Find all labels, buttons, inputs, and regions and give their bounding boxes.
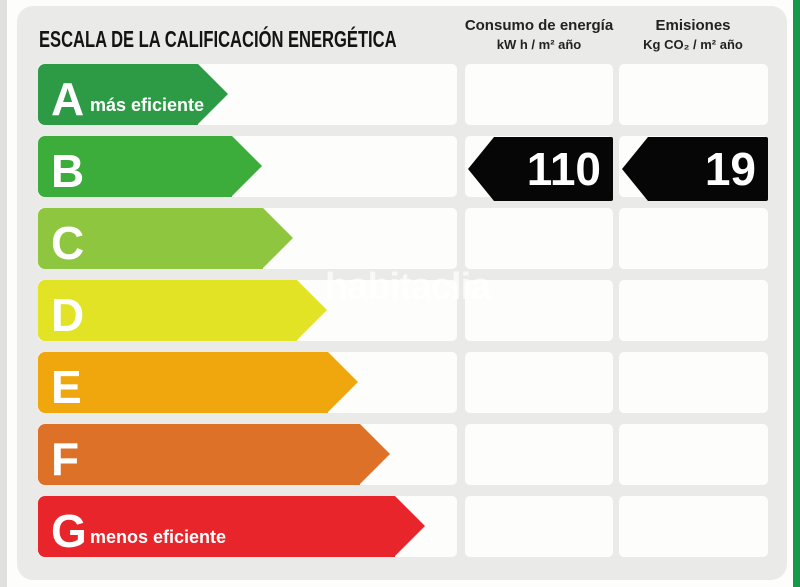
rating-row-d: D bbox=[17, 280, 787, 341]
emisiones-cell-g bbox=[619, 496, 768, 557]
rating-note-g: menos eficiente bbox=[90, 527, 227, 547]
arrow-tip-g bbox=[395, 496, 425, 556]
rating-bar-a: A más eficiente bbox=[38, 64, 228, 125]
emisiones-value-arrow-tip bbox=[622, 137, 648, 201]
rating-bar-d: D bbox=[38, 280, 327, 341]
rating-letter-b: B bbox=[51, 145, 85, 197]
right-edge-green-strip bbox=[793, 0, 800, 587]
consumo-cell-b: 110 bbox=[465, 136, 613, 201]
rating-letter-e: E bbox=[51, 361, 82, 413]
consumo-cell-c bbox=[465, 208, 613, 269]
arrow-tip-e bbox=[328, 352, 358, 412]
page-title: ESCALA DE LA CALIFICACIÓN ENERGÉTICA bbox=[39, 26, 397, 52]
rating-row-c: C bbox=[17, 208, 787, 269]
energy-scale-panel: ESCALA DE LA CALIFICACIÓN ENERGÉTICA Con… bbox=[17, 6, 787, 580]
rating-letter-g: G bbox=[51, 505, 87, 557]
emisiones-value-arrow: 19 bbox=[622, 137, 768, 201]
rating-row-b: 110 19 B bbox=[17, 136, 787, 201]
consumo-cell-d bbox=[465, 280, 613, 341]
rating-row-e: E bbox=[17, 352, 787, 413]
habitaclia-watermark: habitaclia bbox=[325, 266, 491, 308]
emisiones-cell-e bbox=[619, 352, 768, 413]
rating-bar-body-a: A más eficiente bbox=[38, 64, 204, 125]
left-edge-strip bbox=[0, 0, 7, 587]
consumo-cell-a bbox=[465, 64, 613, 125]
rating-row-f: F bbox=[17, 424, 787, 485]
rating-bar-b: B bbox=[38, 136, 262, 197]
rating-letter-c: C bbox=[51, 217, 85, 269]
rating-bar-f: F bbox=[38, 424, 390, 485]
consumo-cell-e bbox=[465, 352, 613, 413]
emisiones-value: 19 bbox=[648, 137, 768, 201]
rating-bar-body-c: C bbox=[38, 208, 263, 269]
rating-bar-g: G menos eficiente bbox=[38, 496, 425, 557]
arrow-tip-b bbox=[232, 136, 262, 196]
emisiones-header-title: Emisiones bbox=[655, 17, 731, 34]
emisiones-cell-d bbox=[619, 280, 768, 341]
emisiones-cell-c bbox=[619, 208, 768, 269]
emisiones-cell-f bbox=[619, 424, 768, 485]
consumo-value-arrow: 110 bbox=[468, 137, 613, 201]
rating-bar-e: E bbox=[38, 352, 358, 413]
rating-bar-body-b: B bbox=[38, 136, 232, 197]
rating-bar-c: C bbox=[38, 208, 293, 269]
rating-letter-a: A bbox=[51, 73, 85, 125]
emisiones-cell-b: 19 bbox=[619, 136, 768, 201]
rating-bar-body-f: F bbox=[38, 424, 360, 485]
arrow-tip-a bbox=[198, 64, 228, 124]
rating-letter-d: D bbox=[51, 289, 85, 341]
consumo-value-arrow-tip bbox=[468, 137, 494, 201]
consumo-cell-f bbox=[465, 424, 613, 485]
consumo-value: 110 bbox=[494, 137, 613, 201]
rating-letter-f: F bbox=[51, 433, 80, 485]
consumo-header-title: Consumo de energía bbox=[464, 17, 614, 34]
consumo-cell-g bbox=[465, 496, 613, 557]
rating-bar-body-e: E bbox=[38, 352, 328, 413]
emisiones-column-header: Emisiones Kg CO₂ / m² año bbox=[603, 16, 783, 54]
arrow-tip-f bbox=[360, 424, 390, 484]
emisiones-header-unit: Kg CO₂ / m² año bbox=[643, 37, 743, 52]
rating-row-g: G menos eficiente bbox=[17, 496, 787, 557]
emisiones-cell-a bbox=[619, 64, 768, 125]
consumo-column-header: Consumo de energía kW h / m² año bbox=[449, 16, 629, 54]
consumo-header-unit: kW h / m² año bbox=[496, 37, 582, 52]
rating-note-a: más eficiente bbox=[90, 95, 205, 115]
rating-bar-body-d: D bbox=[38, 280, 297, 341]
rating-row-a: A más eficiente bbox=[17, 64, 787, 125]
rating-bar-body-g: G menos eficiente bbox=[38, 496, 395, 557]
arrow-tip-d bbox=[297, 280, 327, 340]
arrow-tip-c bbox=[263, 208, 293, 268]
